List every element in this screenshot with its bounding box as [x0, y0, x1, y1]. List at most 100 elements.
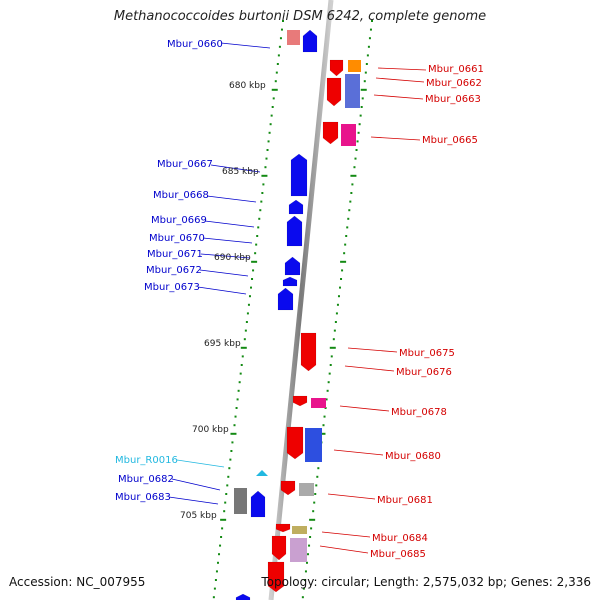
tick-mark [261, 192, 264, 194]
gene-arrow [300, 332, 317, 372]
gene-arrow [284, 256, 301, 276]
tick-mark [341, 269, 344, 272]
tick-mark [235, 407, 238, 409]
tick-mark [339, 286, 342, 289]
tick-mark [350, 192, 353, 194]
tick-mark [340, 260, 347, 263]
gene-arrow [290, 153, 308, 197]
gene-label-reverse[interactable]: Mbur_0673 [144, 282, 200, 293]
tick-mark [227, 475, 230, 478]
tick-mark [351, 183, 354, 186]
tick-mark [353, 166, 356, 169]
tick-mark [330, 355, 333, 358]
tick-mark [243, 338, 246, 341]
tick-mark [343, 252, 346, 255]
tick-track-outer [301, 20, 373, 599]
tick-mark [268, 131, 271, 134]
gene-label-reverse[interactable]: Mbur_0667 [157, 159, 213, 170]
gene-arrow [275, 523, 291, 533]
rna-feature [256, 470, 268, 476]
tick-mark [317, 467, 320, 470]
tick-mark [260, 200, 263, 203]
tick-mark [316, 475, 319, 478]
tick-mark [238, 381, 241, 384]
gene-label-forward[interactable]: Mbur_0675 [399, 348, 455, 359]
tick-mark [368, 37, 371, 40]
tick-mark [313, 501, 316, 504]
tick-mark [239, 372, 242, 375]
tick-mark [333, 329, 336, 332]
gene-label-forward[interactable]: Mbur_0663 [425, 94, 481, 105]
tick-mark [246, 312, 249, 315]
tick-mark [347, 217, 350, 220]
tick-mark [304, 570, 307, 573]
tick-mark [247, 303, 250, 306]
tick-mark [309, 536, 312, 538]
gene-label-forward[interactable]: Mbur_0685 [370, 549, 426, 560]
tick-mark [270, 114, 273, 117]
gene-label-reverse[interactable]: Mbur_0683 [115, 492, 171, 503]
gene-label-reverse[interactable]: Mbur_0668 [153, 190, 209, 201]
tick-mark [301, 596, 304, 599]
tick-mark [337, 295, 340, 298]
gene-label-reverse[interactable]: Mbur_0682 [118, 474, 174, 485]
leader-line [344, 365, 395, 372]
leader-line [339, 405, 390, 412]
gene-block [292, 526, 307, 534]
leader-line [199, 269, 249, 277]
gene-label-forward[interactable]: Mbur_0681 [377, 495, 433, 506]
gene-label-forward[interactable]: Mbur_0684 [372, 533, 428, 544]
kbp-label: 680 kbp [229, 81, 266, 91]
tick-mark [360, 106, 363, 108]
gene-label-reverse[interactable]: Mbur_0671 [147, 249, 203, 260]
gene-block [348, 60, 361, 72]
gene-label-reverse[interactable]: Mbur_0672 [146, 265, 202, 276]
gene-label-forward[interactable]: Mbur_0665 [422, 135, 478, 146]
tick-mark [309, 518, 316, 521]
tick-mark [363, 80, 366, 83]
tick-mark [240, 346, 247, 349]
tick-mark [282, 20, 284, 22]
genome-summary-text: Topology: circular; Length: 2,575,032 bp… [261, 575, 591, 589]
tick-mark [272, 97, 275, 100]
kbp-label: 690 kbp [214, 253, 251, 263]
tick-mark [256, 235, 259, 237]
tick-mark [305, 561, 308, 564]
gene-block [234, 488, 247, 514]
gene-label-reverse[interactable]: Mbur_0660 [167, 39, 223, 50]
label-leaders [168, 42, 427, 554]
tick-mark [265, 157, 268, 160]
tick-mark [244, 329, 247, 332]
tick-mark [259, 209, 262, 212]
tick-mark [231, 441, 234, 444]
tick-mark [230, 432, 237, 435]
gene-label-rna[interactable]: Mbur_R0016 [115, 455, 178, 466]
gene-label-forward[interactable]: Mbur_0662 [426, 78, 482, 89]
gene-label-forward[interactable]: Mbur_0676 [396, 367, 452, 378]
tick-mark [358, 123, 361, 126]
kbp-label: 685 kbp [222, 167, 259, 177]
tick-mark [310, 527, 313, 530]
tick-mark [332, 338, 335, 341]
tick-mark [307, 553, 310, 556]
gene-block [299, 483, 314, 496]
tick-mark [361, 97, 364, 100]
gene-block [305, 428, 322, 462]
gene-features [234, 29, 361, 600]
gene-label-reverse[interactable]: Mbur_0670 [149, 233, 205, 244]
tick-mark [322, 424, 325, 427]
tick-mark [233, 424, 236, 427]
gene-label-reverse[interactable]: Mbur_0669 [151, 215, 207, 226]
tick-mark [267, 140, 270, 143]
gene-arrow [282, 276, 298, 287]
gene-arrow [286, 215, 303, 247]
tick-mark [248, 295, 251, 298]
tick-mark [335, 312, 338, 315]
gene-label-forward[interactable]: Mbur_0680 [385, 451, 441, 462]
tick-mark [277, 54, 280, 57]
gene-label-forward[interactable]: Mbur_0661 [428, 64, 484, 75]
gene-block [290, 538, 307, 562]
tick-mark [250, 286, 253, 289]
gene-label-forward[interactable]: Mbur_0678 [391, 407, 447, 418]
tick-mark [308, 544, 311, 547]
